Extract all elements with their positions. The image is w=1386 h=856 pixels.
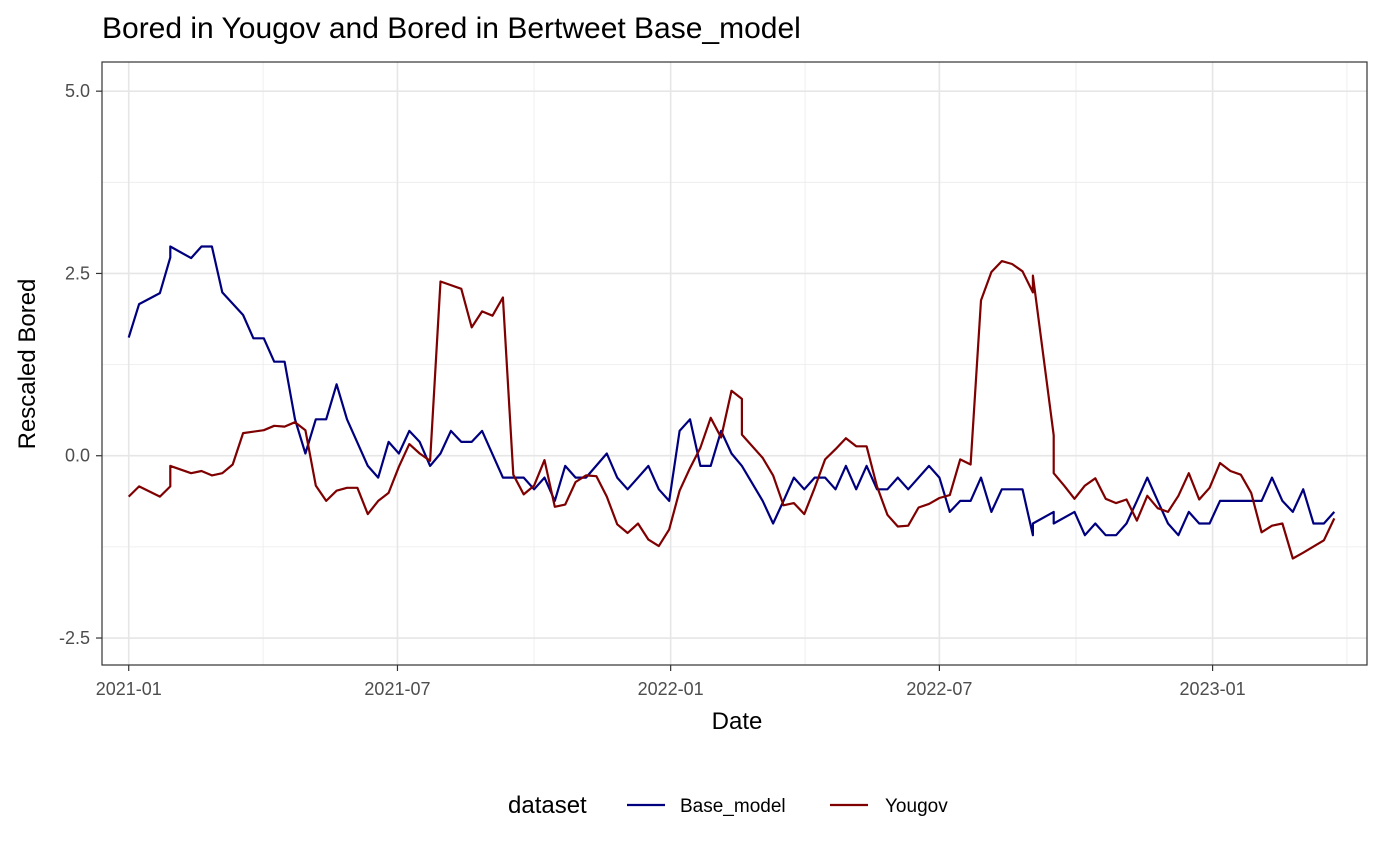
series-lines (127, 245, 1336, 560)
series-line-yougov (127, 260, 1336, 560)
x-tick-label: 2023-01 (1180, 679, 1246, 699)
x-axis-title: Date (712, 708, 763, 735)
x-axis: 2021-01 2021-07 2022-01 2022-07 2023-01 (96, 665, 1246, 699)
plot-panel-border (101, 61, 1368, 666)
y-tick-label: 2.5 (65, 263, 90, 283)
y-axis: -2.5 0.0 2.5 5.0 (59, 81, 102, 648)
minor-gridlines (102, 62, 1367, 665)
x-tick-label: 2022-01 (638, 679, 704, 699)
legend-label-base-model: Base_model (680, 796, 786, 817)
x-tick-label: 2021-07 (364, 679, 430, 699)
legend-label-yougov: Yougov (885, 796, 948, 817)
chart-title: Bored in Yougov and Bored in Bertweet Ba… (102, 12, 801, 45)
x-tick-label: 2022-07 (906, 679, 972, 699)
y-tick-label: 0.0 (65, 446, 90, 466)
major-gridlines (102, 62, 1367, 665)
y-axis-title: Rescaled Bored (14, 279, 41, 450)
y-tick-label: 5.0 (65, 81, 90, 101)
legend: dataset Base_model Yougov (508, 792, 948, 819)
x-tick-label: 2021-01 (96, 679, 162, 699)
y-tick-label: -2.5 (59, 628, 90, 648)
legend-title: dataset (508, 792, 587, 819)
series-line-base-model (127, 245, 1336, 537)
